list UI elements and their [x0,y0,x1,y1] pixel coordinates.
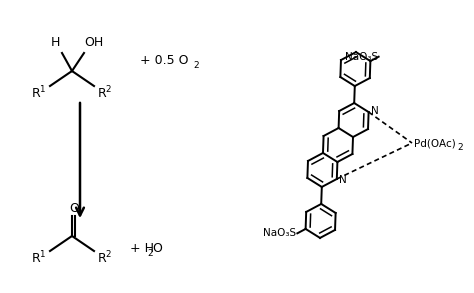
Text: + H: + H [130,241,154,255]
Text: R$^2$: R$^2$ [97,250,113,266]
Text: N: N [371,106,378,116]
Text: NaO₃S: NaO₃S [345,52,378,62]
Text: N: N [339,175,346,185]
Text: H: H [50,37,60,50]
Text: O: O [152,241,162,255]
Text: Pd(OAc): Pd(OAc) [414,138,456,148]
Text: R$^1$: R$^1$ [31,85,47,101]
Text: + 0.5 O: + 0.5 O [140,54,189,67]
Text: R$^1$: R$^1$ [31,250,47,266]
Text: OH: OH [84,37,104,50]
Text: 2: 2 [457,142,463,151]
Text: 2: 2 [193,60,199,69]
Text: O: O [69,202,79,214]
Text: NaO₃S: NaO₃S [263,228,296,238]
Text: 2: 2 [147,248,153,258]
Text: R$^2$: R$^2$ [97,85,113,101]
